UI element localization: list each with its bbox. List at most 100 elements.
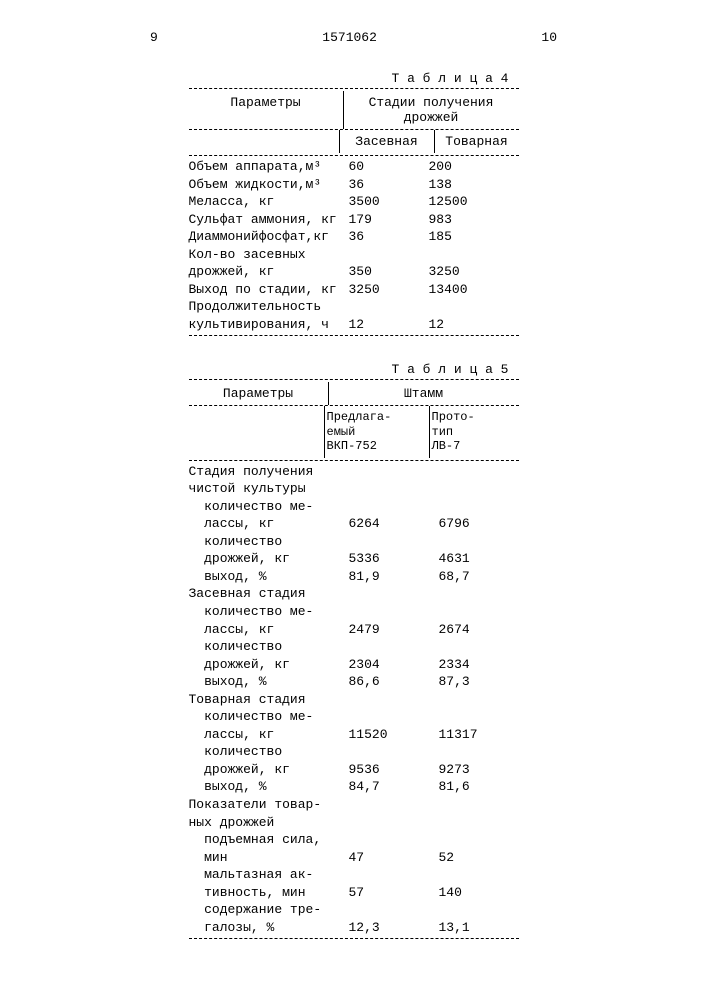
param-cell: Объем аппарата,м³ [189, 158, 349, 176]
value-cell [349, 901, 439, 919]
table-row: Диаммонийфосфат,кг36185 [189, 228, 519, 246]
value-cell: 2479 [349, 621, 439, 639]
value-cell [349, 298, 429, 316]
t5-header-strain: Штамм [329, 382, 519, 405]
table-row: Выход по стадии, кг325013400 [189, 281, 519, 299]
page-num-right: 10 [541, 30, 557, 45]
table-row: культивирования, ч1212 [189, 316, 519, 334]
value-cell [349, 498, 439, 516]
table-row: количество ме- [189, 708, 519, 726]
table-5: Т а б л и ц а 5 Параметры Штамм Предлага… [189, 362, 519, 939]
value-cell: 6264 [349, 515, 439, 533]
value-cell: 52 [439, 849, 519, 867]
value-cell [429, 246, 519, 264]
table-row: Меласса, кг350012500 [189, 193, 519, 211]
value-cell: 3500 [349, 193, 429, 211]
value-cell [439, 533, 519, 551]
param-cell: количество ме- [189, 708, 349, 726]
table-4: Т а б л и ц а 4 Параметры Стадии получен… [189, 71, 519, 336]
divider [189, 335, 519, 336]
page-header: 9 1571062 10 [40, 30, 667, 45]
table-row: лассы, кг24792674 [189, 621, 519, 639]
value-cell: 11317 [439, 726, 519, 744]
table-row: содержание тре- [189, 901, 519, 919]
table5-caption: Т а б л и ц а 5 [189, 362, 519, 377]
param-cell: Меласса, кг [189, 193, 349, 211]
value-cell [429, 298, 519, 316]
value-cell: 140 [439, 884, 519, 902]
table-row: выход, %81,968,7 [189, 568, 519, 586]
value-cell: 9536 [349, 761, 439, 779]
value-cell: 68,7 [439, 568, 519, 586]
table-row: Сульфат аммония, кг179983 [189, 211, 519, 229]
value-cell: 12,3 [349, 919, 439, 937]
table-row: галозы, %12,313,1 [189, 919, 519, 937]
value-cell: 36 [349, 228, 429, 246]
value-cell: 81,9 [349, 568, 439, 586]
table-row: количество [189, 638, 519, 656]
value-cell [439, 638, 519, 656]
param-cell: культивирования, ч [189, 316, 349, 334]
value-cell: 12 [429, 316, 519, 334]
param-cell: выход, % [189, 778, 349, 796]
param-cell: мальтазная ак- [189, 866, 349, 884]
group-header: Стадия получения чистой культуры [189, 463, 519, 498]
param-cell: дрожжей, кг [189, 761, 349, 779]
value-cell [439, 901, 519, 919]
t4-header-stages: Стадии получения дрожжей [344, 91, 519, 129]
param-cell: Кол-во засевных [189, 246, 349, 264]
value-cell [349, 638, 439, 656]
group-header: Товарная стадия [189, 691, 519, 709]
t5-header-params: Параметры [189, 382, 329, 405]
doc-number: 1571062 [322, 30, 377, 45]
value-cell [349, 533, 439, 551]
param-cell: выход, % [189, 568, 349, 586]
table-row: подъемная сила, [189, 831, 519, 849]
param-cell: дрожжей, кг [189, 263, 349, 281]
param-cell: лассы, кг [189, 515, 349, 533]
table-row: мальтазная ак- [189, 866, 519, 884]
divider [189, 155, 519, 156]
value-cell [349, 743, 439, 761]
param-cell: дрожжей, кг [189, 550, 349, 568]
param-cell: количество [189, 638, 349, 656]
value-cell [439, 866, 519, 884]
table-row: Кол-во засевных [189, 246, 519, 264]
value-cell: 185 [429, 228, 519, 246]
param-cell: выход, % [189, 673, 349, 691]
value-cell: 86,6 [349, 673, 439, 691]
param-cell: Продолжительность [189, 298, 349, 316]
value-cell: 200 [429, 158, 519, 176]
value-cell: 2674 [439, 621, 519, 639]
value-cell: 13400 [429, 281, 519, 299]
t5-sub-b: Прото- тип ЛВ-7 [430, 406, 519, 457]
table-row: Объем аппарата,м³60200 [189, 158, 519, 176]
table-row: выход, %84,781,6 [189, 778, 519, 796]
param-cell: тивность, мин [189, 884, 349, 902]
table-row: мин4752 [189, 849, 519, 867]
table-row: Объем жидкости,м³36138 [189, 176, 519, 194]
value-cell: 983 [429, 211, 519, 229]
param-cell: количество ме- [189, 498, 349, 516]
t4-header-params: Параметры [189, 91, 344, 129]
divider [189, 88, 519, 89]
value-cell: 12 [349, 316, 429, 334]
table-row: лассы, кг1152011317 [189, 726, 519, 744]
value-cell [349, 603, 439, 621]
value-cell: 9273 [439, 761, 519, 779]
divider [189, 460, 519, 461]
value-cell: 11520 [349, 726, 439, 744]
value-cell: 2334 [439, 656, 519, 674]
value-cell: 5336 [349, 550, 439, 568]
group-header: Показатели товар- ных дрожжей [189, 796, 519, 831]
value-cell: 3250 [429, 263, 519, 281]
param-cell: количество [189, 533, 349, 551]
value-cell: 47 [349, 849, 439, 867]
table-row: дрожжей, кг23042334 [189, 656, 519, 674]
value-cell: 179 [349, 211, 429, 229]
value-cell [439, 603, 519, 621]
table-row: количество ме- [189, 498, 519, 516]
table-row: выход, %86,687,3 [189, 673, 519, 691]
value-cell: 60 [349, 158, 429, 176]
table-row: тивность, мин57140 [189, 884, 519, 902]
